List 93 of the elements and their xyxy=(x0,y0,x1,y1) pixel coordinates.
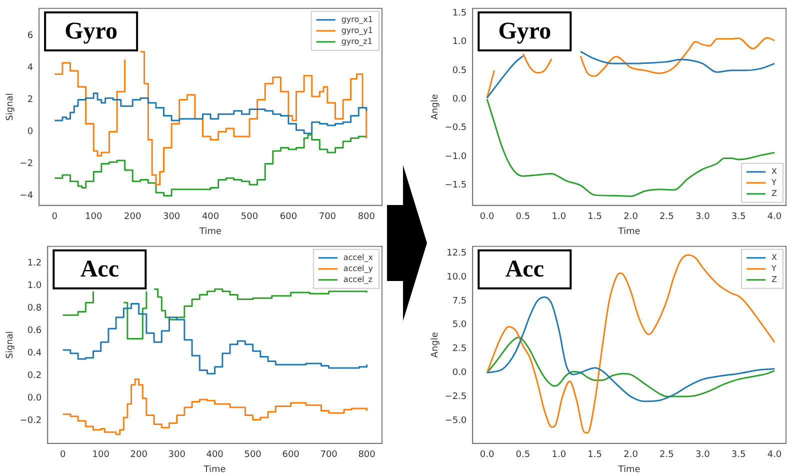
x-tick-label: 400 xyxy=(206,450,224,460)
y-tick-label: 4 xyxy=(27,63,34,74)
x-tick-label: 3.5 xyxy=(731,212,746,222)
legend-label: gyro_z1 xyxy=(341,36,372,46)
x-tick-label: 2.0 xyxy=(624,450,638,460)
legend-label: Y xyxy=(770,178,777,187)
y-tick-label: 2 xyxy=(27,95,34,106)
legend-label: accel_x xyxy=(343,252,374,262)
legend-label: Z xyxy=(772,188,778,198)
x-tick-label: 1.0 xyxy=(552,212,566,222)
line-series xyxy=(486,296,776,402)
y-tick-label: −5.0 xyxy=(444,416,467,426)
y-tick-label: 0.0 xyxy=(27,394,42,404)
x-tick-label: 800 xyxy=(358,450,376,460)
x-tick-label: 0.5 xyxy=(516,450,530,460)
x-axis-title: Time xyxy=(198,226,222,237)
x-tick-label: 200 xyxy=(130,450,148,460)
x-tick-label: 4.0 xyxy=(767,212,782,222)
y-tick-label: 1.0 xyxy=(27,281,42,292)
x-tick-label: 0.0 xyxy=(480,450,494,460)
line-series xyxy=(486,98,776,197)
y-axis-title: Signal xyxy=(6,331,16,359)
legend-label: accel_z xyxy=(343,274,372,284)
y-tick-label: 1.0 xyxy=(452,37,467,48)
x-tick-label: 600 xyxy=(280,212,298,222)
y-tick-label: 0.0 xyxy=(452,94,467,104)
annotation: Acc xyxy=(80,256,120,283)
legend-label: gyro_x1 xyxy=(341,14,374,24)
y-axis-title: Signal xyxy=(6,93,16,121)
y-tick-label: −0.2 xyxy=(20,416,42,426)
legend-label: accel_y xyxy=(343,264,374,273)
line-series xyxy=(486,254,776,434)
x-tick-label: 0.5 xyxy=(516,212,530,222)
x-tick-label: 2.5 xyxy=(660,212,674,222)
x-axis-title: Time xyxy=(202,464,226,475)
y-tick-label: 1.5 xyxy=(452,8,467,18)
x-tick-label: 100 xyxy=(85,212,102,222)
x-tick-label: 3.0 xyxy=(695,450,710,460)
y-axis-title: Angle xyxy=(430,332,441,358)
y-tick-label: 0.5 xyxy=(452,66,467,76)
y-tick-label: −2 xyxy=(20,159,34,170)
y-tick-label: −0.5 xyxy=(444,123,467,134)
line-series xyxy=(486,336,776,398)
annotation: Acc xyxy=(505,256,544,283)
x-tick-label: 800 xyxy=(358,212,376,222)
y-tick-label: 7.5 xyxy=(452,296,467,306)
y-tick-label: −1.5 xyxy=(444,180,467,191)
y-tick-label: 10.0 xyxy=(446,272,467,282)
x-tick-label: 700 xyxy=(320,450,338,460)
x-tick-label: 300 xyxy=(168,450,186,460)
legend-label: gyro_y1 xyxy=(341,26,374,35)
y-tick-label: 0.2 xyxy=(27,371,42,382)
x-tick-label: 3.0 xyxy=(695,212,710,222)
y-tick-label: 5.0 xyxy=(452,320,467,330)
x-tick-label: 0 xyxy=(60,450,66,460)
y-tick-label: 1.2 xyxy=(27,258,42,269)
x-tick-label: 0.0 xyxy=(480,212,494,222)
y-tick-label: 2.5 xyxy=(452,344,467,354)
y-tick-label: −1.0 xyxy=(444,152,467,162)
x-tick-label: 1.5 xyxy=(588,212,602,222)
y-tick-label: 0 xyxy=(27,127,34,138)
x-tick-label: 400 xyxy=(202,212,220,222)
legend-label: X xyxy=(772,166,778,176)
x-tick-label: 500 xyxy=(244,450,262,460)
x-axis-title: Time xyxy=(617,464,641,475)
y-tick-label: 0.8 xyxy=(27,304,42,314)
x-axis-title: Time xyxy=(617,226,641,237)
y-tick-label: 6 xyxy=(27,30,34,41)
legend-label: Z xyxy=(772,274,778,284)
y-tick-label: 12.5 xyxy=(446,248,467,258)
y-axis-title: Angle xyxy=(430,94,441,120)
y-tick-label: 0.6 xyxy=(27,326,42,336)
legend-label: X xyxy=(772,252,778,262)
x-tick-label: 2.5 xyxy=(660,450,674,460)
y-tick-label: 0.0 xyxy=(452,368,467,378)
x-tick-label: 200 xyxy=(124,212,142,222)
x-tick-label: 4.0 xyxy=(767,450,782,460)
annotation: Gyro xyxy=(64,18,118,45)
x-tick-label: 500 xyxy=(240,212,258,222)
x-tick-label: 700 xyxy=(318,212,336,222)
x-tick-label: 2.0 xyxy=(624,212,638,222)
x-tick-label: 1.5 xyxy=(588,450,602,460)
x-tick-label: 1.0 xyxy=(552,450,566,460)
x-tick-label: 0 xyxy=(52,212,58,222)
annotation: Gyro xyxy=(498,18,552,45)
x-tick-label: 100 xyxy=(92,450,110,460)
legend-label: Y xyxy=(770,264,777,273)
x-tick-label: 300 xyxy=(162,212,180,222)
y-tick-label: 0.4 xyxy=(27,348,42,359)
y-tick-label: −4 xyxy=(20,191,34,202)
x-tick-label: 600 xyxy=(282,450,300,460)
x-tick-label: 3.5 xyxy=(731,450,746,460)
y-tick-label: −2.5 xyxy=(444,392,467,402)
